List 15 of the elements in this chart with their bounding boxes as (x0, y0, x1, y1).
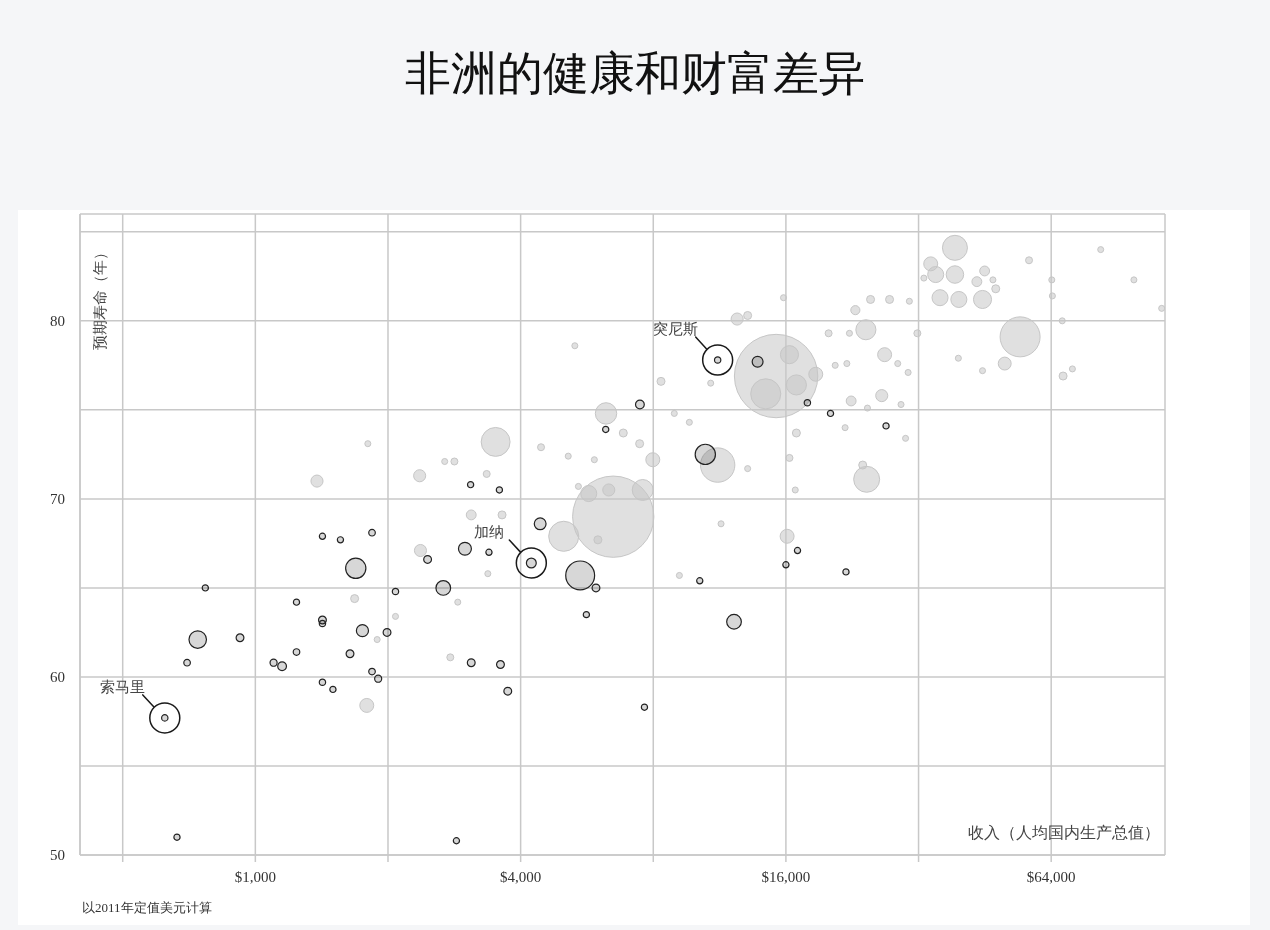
x-axis-title: 收入（人均国内生产总值） (968, 823, 1160, 843)
text: 以2011年定值美元计算 (82, 899, 212, 917)
y-axis-title: 预期寿命（年） (90, 244, 109, 350)
x-tick-label: $1,000 (234, 868, 276, 885)
chart-title: 非洲的健康和财富差异 (404, 47, 866, 101)
annotation: 加纳 (474, 523, 505, 540)
x-tick-label: $64,000 (1026, 868, 1076, 885)
x-tick-label: $4,000 (500, 868, 542, 885)
y-tick-label: 60 (50, 669, 65, 686)
y-tick-label: 70 (50, 491, 65, 508)
annotation: 突尼斯 (653, 321, 699, 338)
y-tick-label: 80 (50, 313, 65, 330)
y-tick-label: 50 (50, 847, 65, 864)
annotation: 索马里 (100, 678, 146, 695)
x-tick-label: $16,000 (761, 868, 811, 885)
